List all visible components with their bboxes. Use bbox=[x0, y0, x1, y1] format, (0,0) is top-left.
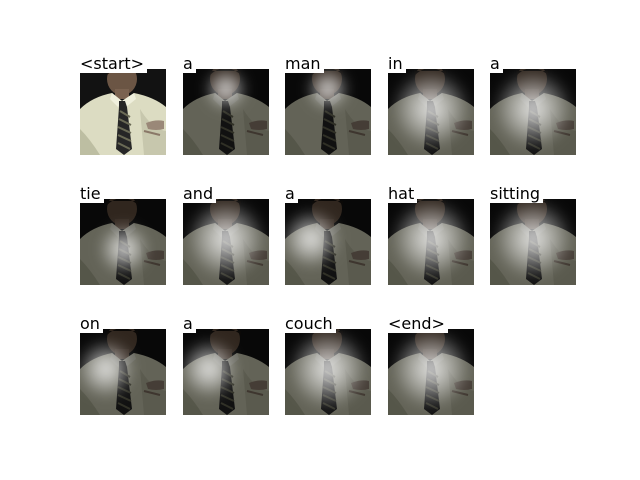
caption-word: man bbox=[285, 55, 324, 73]
attention-map-image bbox=[490, 199, 576, 285]
caption-word: a bbox=[490, 55, 503, 73]
attention-map-image bbox=[285, 69, 371, 155]
caption-word: tie bbox=[80, 185, 104, 203]
attention-map-image bbox=[388, 329, 474, 415]
attention-map-image bbox=[388, 199, 474, 285]
caption-word: a bbox=[183, 315, 196, 333]
caption-word: <end> bbox=[388, 315, 448, 333]
attention-map-image bbox=[80, 329, 166, 415]
caption-word: and bbox=[183, 185, 217, 203]
caption-word: on bbox=[80, 315, 103, 333]
attention-map-image bbox=[490, 69, 576, 155]
caption-word: <start> bbox=[80, 55, 148, 73]
attention-map-image bbox=[388, 69, 474, 155]
caption-word: a bbox=[285, 185, 298, 203]
attention-map-image bbox=[285, 329, 371, 415]
attention-map-image bbox=[285, 199, 371, 285]
caption-word: sitting bbox=[490, 185, 544, 203]
attention-map-image bbox=[183, 69, 269, 155]
attention-map-image bbox=[80, 69, 166, 155]
caption-word: couch bbox=[285, 315, 336, 333]
caption-word: in bbox=[388, 55, 406, 73]
caption-word: hat bbox=[388, 185, 418, 203]
attention-map-image bbox=[183, 329, 269, 415]
caption-word: a bbox=[183, 55, 196, 73]
attention-map-image bbox=[183, 199, 269, 285]
attention-map-image bbox=[80, 199, 166, 285]
